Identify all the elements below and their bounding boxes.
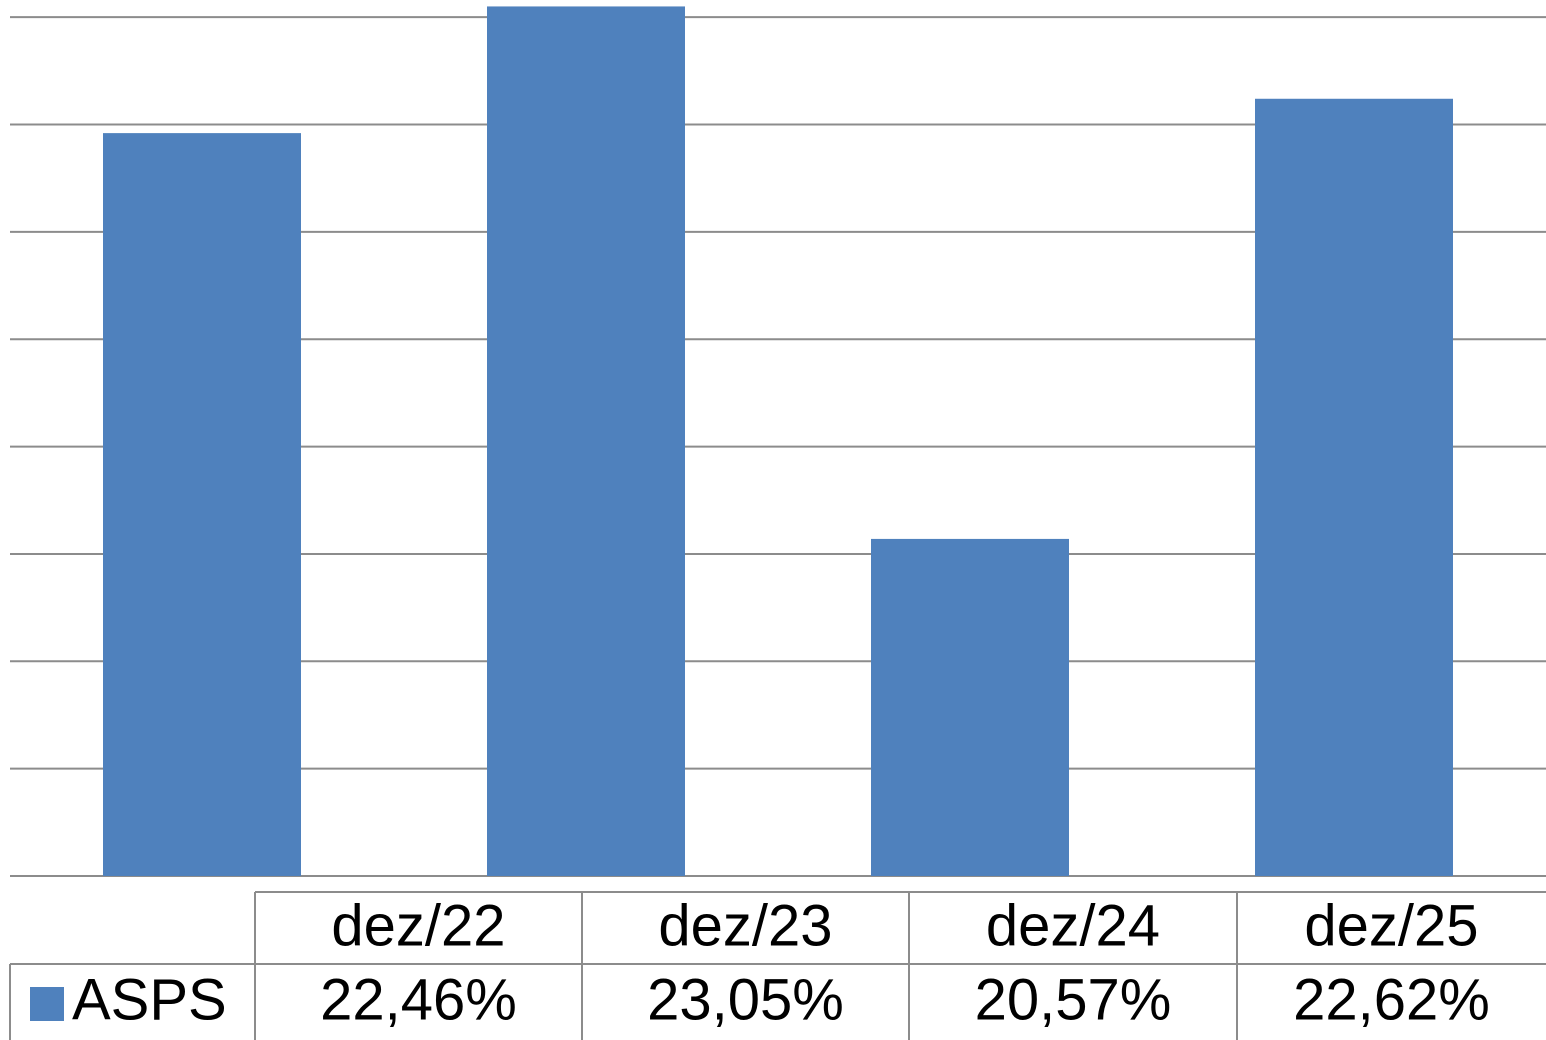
- table-category: dez/24: [986, 893, 1160, 958]
- value-label: 23,05%: [647, 967, 844, 1032]
- bar: [871, 539, 1069, 876]
- value-label: 22,62%: [1293, 967, 1490, 1032]
- table-category: dez/22: [331, 893, 505, 958]
- bar: [487, 6, 685, 876]
- chart: dez/22 dez/23 dez/24 dez/25 ASPS 22,46% 23,05%…: [0, 0, 1546, 1040]
- table-category: dez/25: [1304, 893, 1478, 958]
- legend-swatch: [30, 987, 64, 1021]
- legend-label: ASPS: [72, 967, 227, 1032]
- bar: [1255, 99, 1453, 876]
- value-label: 20,57%: [975, 967, 1172, 1032]
- table-category: dez/23: [658, 893, 832, 958]
- bar: [103, 133, 301, 876]
- value-label: 22,46%: [320, 967, 517, 1032]
